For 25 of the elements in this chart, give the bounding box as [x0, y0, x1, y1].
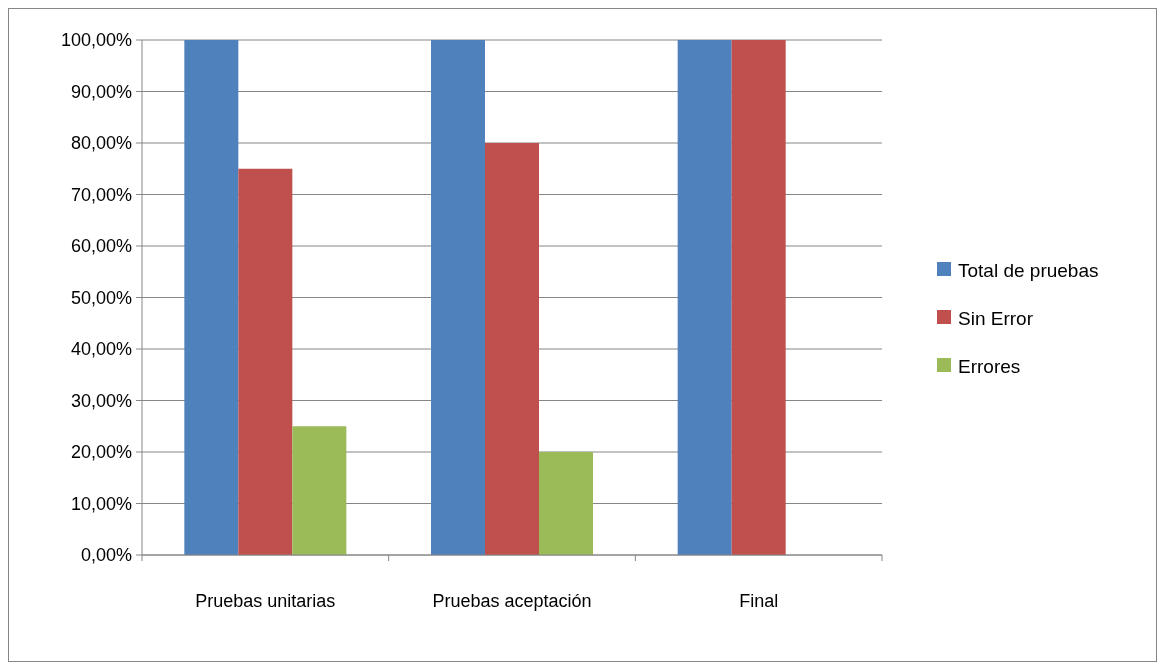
- x-tick-label: Pruebas unitarias: [195, 591, 336, 611]
- y-tick-label: 20,00%: [70, 442, 132, 463]
- y-tick-label: 90,00%: [70, 81, 132, 102]
- x-tick-label: Pruebas aceptación: [432, 591, 592, 611]
- bar: [485, 143, 539, 555]
- legend-label: Total de pruebas: [958, 259, 1099, 281]
- legend-label: Errores: [958, 355, 1021, 377]
- bar: [539, 452, 593, 555]
- y-tick-label: 80,00%: [70, 133, 132, 154]
- bar: [431, 40, 485, 555]
- legend-label: Sin Error: [958, 307, 1034, 329]
- bar: [292, 426, 347, 555]
- y-tick-label: 70,00%: [70, 184, 132, 205]
- bar: [184, 40, 239, 555]
- y-tick-label: 10,00%: [70, 493, 132, 514]
- y-tick-label: 100,00%: [60, 30, 132, 51]
- y-tick-label: 0,00%: [80, 545, 132, 566]
- y-tick-label: 30,00%: [70, 390, 132, 411]
- y-tick-label: 50,00%: [70, 287, 132, 308]
- y-tick-label: 60,00%: [70, 236, 132, 257]
- bar: [238, 168, 293, 555]
- x-tick-label: Final: [739, 591, 779, 611]
- y-tick-label: 40,00%: [70, 339, 132, 360]
- bar: [677, 40, 732, 555]
- bar: [731, 40, 786, 555]
